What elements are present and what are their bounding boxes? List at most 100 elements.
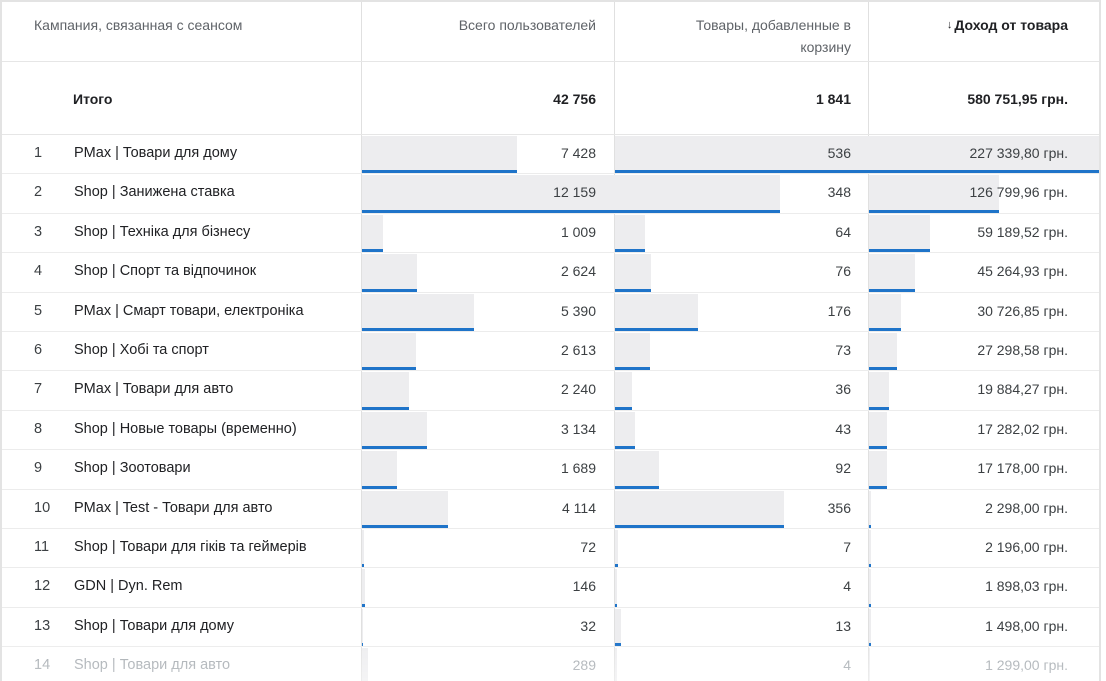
campaign-name[interactable]: Shop | Хобі та спорт: [74, 342, 209, 358]
users-value: 3 134: [560, 420, 596, 437]
cart-bar: [615, 530, 619, 568]
revenue-value: 227 339,80 грн.: [969, 145, 1068, 161]
campaign-name[interactable]: Shop | Техніка для бізнесу: [74, 223, 251, 240]
row-index: 6: [34, 342, 43, 358]
table-row[interactable]: 13 Shop | Товари для дому 32 13 1 498,00 грн…: [2, 607, 1099, 648]
revenue-value: 17 282,02 грн.: [977, 420, 1068, 437]
users-bar: [362, 136, 517, 174]
header-revenue-wrap: ↓ Доход от товара: [947, 14, 1068, 36]
row-index: 1: [34, 145, 43, 161]
table-row[interactable]: 7 PMax | Товари для авто 2 240 36 19 884,27 …: [2, 371, 1099, 411]
table-row[interactable]: 5 PMax | Смарт товари, електроніка 5 390 17…: [2, 292, 1099, 332]
users-bar: [362, 333, 417, 371]
header-users[interactable]: Всего пользователей: [361, 2, 614, 61]
cart-value: 73: [835, 342, 851, 358]
campaign-name[interactable]: Shop | Занижена ставка: [74, 184, 235, 201]
revenue-value: 1 498,00 грн.: [985, 617, 1068, 634]
users-value: 289: [572, 657, 596, 674]
totals-cart: 1 841: [815, 91, 851, 107]
row-index: 9: [34, 460, 43, 477]
campaign-name[interactable]: Shop | Зоотовари: [74, 460, 191, 477]
revenue-bar: [869, 608, 871, 647]
table-row[interactable]: 9 Shop | Зоотовари 1 689 92 17 178,00 грн.: [2, 450, 1099, 490]
revenue-bar: [869, 530, 872, 568]
table-row[interactable]: 6 Shop | Хобі та спорт 2 613 73 27 298,58 гр…: [2, 332, 1099, 372]
campaign-name[interactable]: PMax | Смарт товари, електроніка: [74, 302, 304, 319]
cart-bar: [615, 333, 650, 371]
users-bar: [362, 569, 365, 608]
revenue-bar: [869, 175, 999, 214]
revenue-value: 45 264,93 грн.: [977, 263, 1068, 280]
table-header: Кампания, связанная с сеансом Всего поль…: [2, 2, 1099, 62]
users-value: 32: [580, 617, 596, 634]
revenue-value: 2 196,00 грн.: [985, 539, 1068, 555]
header-campaign-label: Кампания, связанная с сеансом: [34, 17, 243, 33]
users-value: 12 159: [553, 184, 596, 201]
campaign-name[interactable]: PMax | Товари для авто: [74, 381, 234, 398]
campaign-name[interactable]: Shop | Спорт та відпочинок: [74, 263, 257, 280]
revenue-bar: [869, 333, 897, 371]
cart-value: 92: [835, 460, 851, 477]
totals-label: Итого: [73, 91, 113, 107]
cart-bar: [615, 214, 646, 253]
cart-bar: [615, 411, 636, 450]
table-row[interactable]: 4 Shop | Спорт та відпочинок 2 624 76 45 264…: [2, 253, 1099, 293]
campaign-name[interactable]: Shop | Товари для дому: [74, 617, 234, 634]
revenue-bar: [869, 293, 901, 332]
users-bar: [362, 451, 398, 489]
table-row[interactable]: 8 Shop | Новые товары (временно) 3 134 43 17…: [2, 410, 1099, 451]
revenue-bar: [869, 451, 887, 489]
table-row[interactable]: 11 Shop | Товари для гіків та геймерів 72 7…: [2, 529, 1099, 569]
header-revenue[interactable]: ↓ Доход от товара: [868, 2, 1099, 61]
table-row[interactable]: 2 Shop | Занижена ставка 12 159 348 126 799,…: [2, 174, 1099, 214]
users-value: 146: [572, 578, 596, 595]
campaign-name[interactable]: PMax | Test - Товари для авто: [74, 499, 273, 516]
revenue-value: 2 298,00 грн.: [985, 499, 1068, 516]
table-row[interactable]: 3 Shop | Техніка для бізнесу 1 009 64 59 189…: [2, 213, 1099, 254]
header-revenue-label: Доход от товара: [954, 17, 1068, 33]
revenue-value: 17 178,00 грн.: [977, 460, 1068, 477]
header-cart[interactable]: Товары, добавленные в корзину: [614, 2, 868, 61]
revenue-bar: [869, 254, 916, 292]
header-users-label: Всего пользователей: [458, 17, 596, 33]
users-value: 2 240: [560, 381, 596, 398]
row-index: 11: [34, 539, 50, 555]
row-index: 13: [34, 617, 51, 634]
revenue-value: 30 726,85 грн.: [977, 302, 1068, 319]
cart-bar: [615, 569, 617, 608]
campaign-name[interactable]: PMax | Товари для дому: [74, 145, 238, 161]
cart-value: 176: [827, 302, 851, 319]
users-bar: [362, 411, 428, 450]
campaign-name[interactable]: Shop | Товари для авто: [74, 657, 231, 674]
users-bar: [362, 175, 615, 214]
cart-value: 356: [827, 499, 851, 516]
table-row[interactable]: 10 PMax | Test - Товари для авто 4 114 356 2…: [2, 489, 1099, 529]
campaign-name[interactable]: GDN | Dyn. Rem: [74, 578, 183, 595]
header-campaign[interactable]: Кампания, связанная с сеансом: [2, 2, 361, 61]
table-row[interactable]: 1 PMax | Товари для дому 7 428 536 227 339,8…: [2, 135, 1099, 175]
totals-revenue: 580 751,95 грн.: [967, 91, 1068, 107]
users-value: 1 009: [560, 223, 596, 240]
row-index: 7: [34, 381, 43, 398]
campaign-name[interactable]: Shop | Новые товары (временно): [74, 420, 297, 437]
campaign-name[interactable]: Shop | Товари для гіків та геймерів: [74, 539, 307, 555]
revenue-bar: [869, 214, 930, 253]
row-index: 5: [34, 302, 43, 319]
table-row[interactable]: 14 Shop | Товари для авто 289 4 1 299,00 грн…: [2, 647, 1099, 681]
users-bar: [362, 648, 368, 681]
totals-users: 42 756: [553, 91, 596, 107]
table-row[interactable]: 12 GDN | Dyn. Rem 146 4 1 898,03 грн.: [2, 568, 1099, 608]
users-value: 4 114: [562, 499, 596, 516]
cart-bar: [615, 254, 651, 292]
revenue-bar: [869, 136, 1099, 174]
cart-bar: [615, 648, 617, 681]
cart-value: 348: [827, 184, 851, 201]
cart-bar: [615, 293, 699, 332]
row-index: 8: [34, 420, 43, 437]
header-cart-label: Товары, добавленные в корзину: [695, 17, 851, 55]
cart-bar: [615, 136, 869, 174]
row-index: 4: [34, 263, 43, 280]
users-bar: [362, 293, 475, 332]
cart-value: 36: [835, 381, 851, 398]
cart-bar: [615, 175, 780, 214]
